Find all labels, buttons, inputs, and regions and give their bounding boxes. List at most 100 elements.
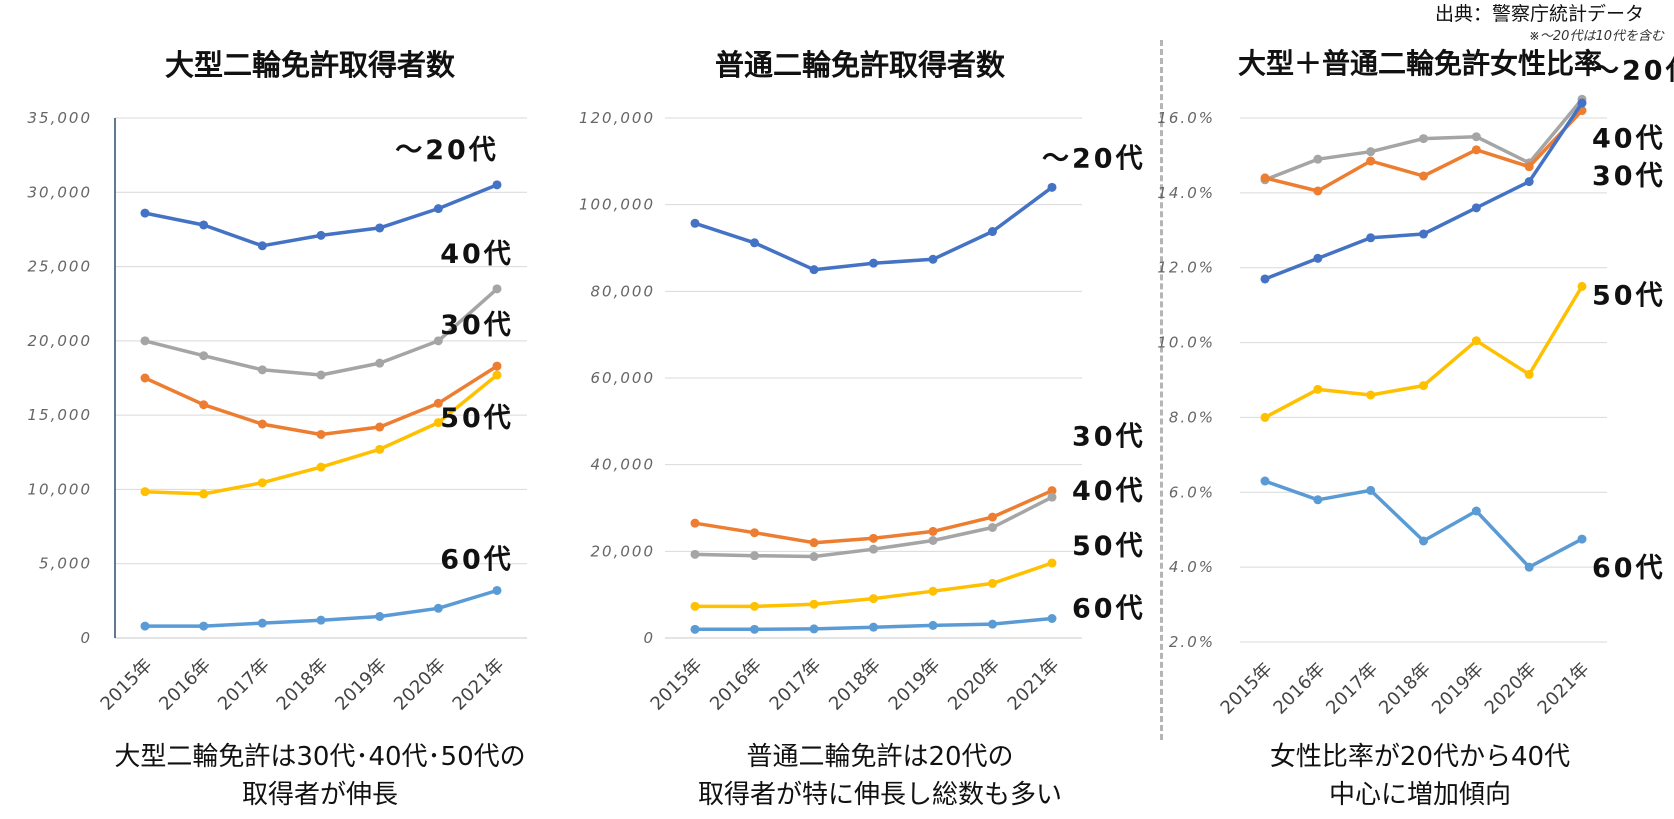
chart2-data-point xyxy=(750,551,759,561)
chart1-data-point xyxy=(316,429,326,439)
chart1-data-point xyxy=(433,336,443,346)
chart2-xtick-label: 2015年 xyxy=(647,655,707,715)
chart3-data-point xyxy=(1313,495,1323,505)
chart3-data-point xyxy=(1366,147,1376,157)
chart3-data-point xyxy=(1313,186,1323,196)
chart1-ytick-label: 5,000 xyxy=(39,555,92,573)
chart1-xtick-label: 2020年 xyxy=(390,655,450,715)
chart3-ytick-label: 4.0% xyxy=(1169,558,1215,576)
chart2-ytick-label: 40,000 xyxy=(591,456,656,474)
chart2-caption-line1: 普通二輪免許は20代の xyxy=(746,742,1014,772)
chart3-series-label: 60代 xyxy=(1592,553,1666,584)
chart2-series-label: 60代 xyxy=(1072,594,1146,625)
chart3-ytick-label: 2.0% xyxy=(1169,633,1215,651)
chart1-series-label: 60代 xyxy=(440,544,514,575)
chart3-data-point xyxy=(1419,536,1428,546)
chart2-caption-line2: 取得者が特に伸長し総数も多い xyxy=(697,780,1062,810)
chart3-data-point xyxy=(1471,506,1481,516)
chart3-data-point xyxy=(1313,253,1323,263)
chart3-data-point xyxy=(1366,485,1376,495)
chart2-data-point xyxy=(1047,614,1057,623)
chart1-ytick-label: 35,000 xyxy=(28,109,93,127)
chart1-xtick-label: 2015年 xyxy=(97,655,157,715)
chart2-xtick-label: 2016年 xyxy=(706,655,766,715)
chart3-ytick-label: 14.0% xyxy=(1157,184,1215,202)
chart1-data-point xyxy=(199,621,209,631)
chart1-ytick-label: 10,000 xyxy=(28,480,93,498)
chart1-ytick-label: 0 xyxy=(80,629,92,647)
chart3-data-point xyxy=(1471,132,1481,142)
chart1-series-label: 40代 xyxy=(440,239,514,270)
chart2-series-label: ～20代 xyxy=(1042,143,1146,174)
chart2-series-line xyxy=(694,185,1054,272)
chart1-data-point xyxy=(257,618,267,628)
chart2-data-point xyxy=(1047,492,1057,502)
chart1-data-point xyxy=(375,611,385,621)
chart2-data-point xyxy=(690,624,700,634)
chart2-caption: 普通二輪免許は20代の 取得者が特に伸長し総数も多い xyxy=(600,738,1160,814)
chart1-caption-line1: 大型二輪免許は30代･40代･50代の xyxy=(114,742,526,772)
chart1-series-label: 50代 xyxy=(440,403,514,434)
chart3-data-point xyxy=(1260,476,1270,486)
chart2-ytick-label: 20,000 xyxy=(591,542,656,560)
chart2-data-point xyxy=(869,533,878,543)
chart3-xtick-label: 2015年 xyxy=(1217,659,1277,719)
chart2-data-point xyxy=(750,528,759,538)
chart3-data-point xyxy=(1260,412,1270,422)
chart2-data-point xyxy=(690,549,700,559)
chart1-data-point xyxy=(199,400,209,410)
chart1-data-point xyxy=(433,398,443,408)
chart3-ytick-label: 12.0% xyxy=(1157,259,1215,277)
chart1-ytick-label: 25,000 xyxy=(28,258,93,276)
chart2-series-label: 30代 xyxy=(1072,422,1146,453)
chart3-caption-line2: 中心に増加傾向 xyxy=(1328,780,1511,810)
chart2-data-point xyxy=(988,578,997,588)
chart1-data-point xyxy=(257,241,267,251)
chart2-data-point xyxy=(988,619,997,629)
chart3-series-line xyxy=(1264,479,1583,569)
chart1-data-point xyxy=(492,180,502,190)
chart3-xtick-label: 2017年 xyxy=(1322,659,1382,719)
chart3-data-point xyxy=(1524,562,1534,572)
chart3-ytick-label: 8.0% xyxy=(1169,408,1215,426)
chart1-data-point xyxy=(257,365,267,375)
chart1-data-point xyxy=(316,615,326,625)
chart2-data-point xyxy=(869,622,878,632)
chart1-data-point xyxy=(375,422,385,432)
chart2-data-point xyxy=(809,552,819,562)
chart1-xtick-label: 2019年 xyxy=(331,655,391,715)
chart3-series-line xyxy=(1264,285,1584,419)
chart1-data-point xyxy=(140,336,150,346)
chart2-data-point xyxy=(750,238,759,248)
chart1-caption-line2: 取得者が伸長 xyxy=(241,780,398,810)
chart3-data-point xyxy=(1313,154,1323,164)
chart3-data-point xyxy=(1471,145,1481,155)
chart3-data-point xyxy=(1524,369,1534,379)
chart3-series-label: 30代 xyxy=(1592,161,1666,192)
chart2-series-label: 50代 xyxy=(1072,531,1146,562)
chart1-xtick-label: 2017年 xyxy=(214,655,274,715)
chart3-caption-line1: 女性比率が20代から40代 xyxy=(1269,742,1571,772)
chart1-data-point xyxy=(375,358,385,368)
chart2-xtick-label: 2018年 xyxy=(825,655,885,715)
chart2-data-point xyxy=(690,218,700,228)
chart1-data-point xyxy=(492,361,502,371)
chart2-data-point xyxy=(809,265,819,275)
chart2-data-point xyxy=(809,538,819,548)
chart2-xtick-label: 2017年 xyxy=(766,655,826,715)
chart2-data-point xyxy=(869,258,878,268)
chart3-ytick-label: 6.0% xyxy=(1169,483,1215,501)
chart1-data-point xyxy=(433,418,443,428)
chart2-data-point xyxy=(928,620,938,630)
chart2-data-point xyxy=(809,624,819,634)
chart2-data-point xyxy=(1047,182,1057,192)
chart1-data-point xyxy=(199,351,209,361)
chart3-caption: 女性比率が20代から40代 中心に増加傾向 xyxy=(1170,738,1670,814)
chart3-data-point xyxy=(1366,390,1376,400)
chart3-xtick-label: 2019年 xyxy=(1428,659,1488,719)
chart1-data-point xyxy=(257,478,267,488)
chart1-series-label: 30代 xyxy=(440,310,514,341)
chart1-data-point xyxy=(199,489,209,499)
chart1-title: 大型二輪免許取得者数 xyxy=(164,48,455,82)
